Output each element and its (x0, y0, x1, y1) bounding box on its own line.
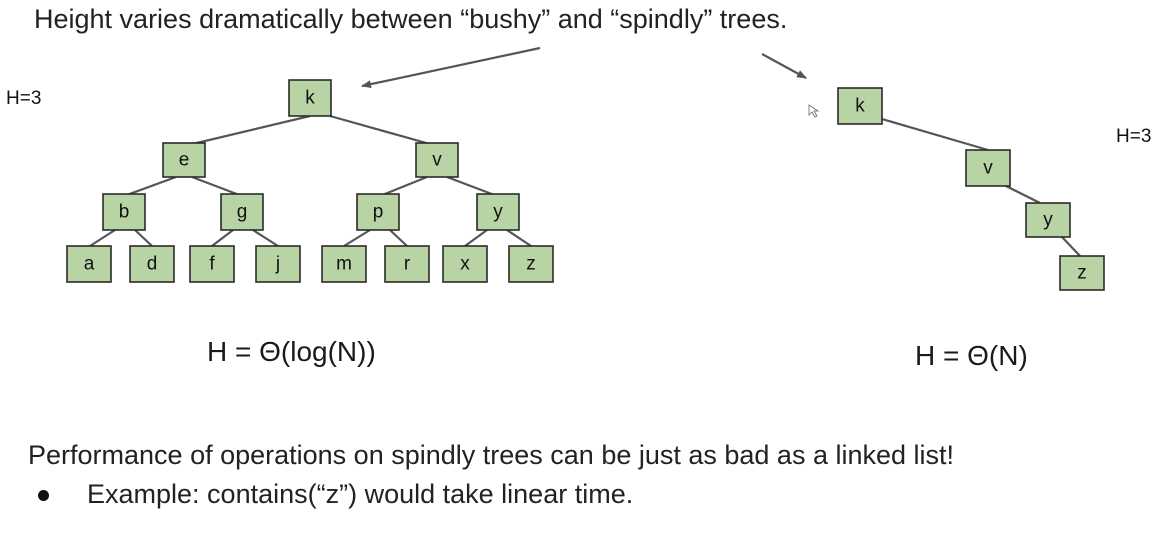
node-label: z (526, 254, 536, 275)
edge (446, 175, 498, 198)
node-label: b (119, 202, 130, 223)
tree-node-g: g (220, 193, 264, 231)
edge (252, 229, 279, 247)
node-label: y (493, 202, 503, 223)
bullet-dot-icon (38, 490, 49, 501)
bullet-text: Example: contains(“z”) would take linear… (87, 479, 634, 509)
node-label: r (404, 254, 411, 275)
edge (1005, 185, 1041, 204)
edge (881, 117, 989, 152)
slide-heading: Height varies dramatically between “bush… (34, 4, 788, 34)
edge (329, 114, 438, 148)
node-label: x (460, 254, 470, 275)
node-label: y (1043, 210, 1053, 231)
tree-node-f: f (189, 245, 235, 283)
spindly-node-y: y (1025, 202, 1071, 238)
tree-node-a: a (66, 245, 112, 283)
tree-node-p: p (356, 193, 400, 231)
edge (379, 175, 428, 198)
edge (464, 229, 488, 247)
mouse-cursor-icon (808, 104, 820, 118)
spindly-node-k: k (837, 87, 883, 125)
edge (89, 229, 116, 247)
tree-node-e: e (162, 142, 206, 178)
tree-node-m: m (321, 245, 367, 283)
node-label: m (336, 254, 352, 275)
edge (506, 229, 532, 247)
spindly-height-formula: H = Θ(N) (915, 340, 1028, 371)
node-label: k (305, 88, 315, 109)
bushy-height-formula: H = Θ(log(N)) (207, 336, 376, 367)
tree-node-y: y (476, 193, 520, 231)
node-label: f (209, 254, 215, 275)
tree-node-j: j (255, 245, 301, 283)
spindly-node-v: v (965, 149, 1011, 187)
tree-node-k: k (288, 79, 332, 117)
node-label: p (373, 202, 384, 223)
edge (134, 229, 153, 247)
node-label: k (855, 96, 865, 117)
arrow-to-bushy (361, 46, 541, 89)
tree-node-r: r (384, 245, 430, 283)
edge (389, 229, 408, 247)
performance-note: Performance of operations on spindly tre… (28, 440, 955, 470)
tree-node-b: b (102, 193, 146, 231)
edge (123, 175, 177, 198)
node-label: g (237, 202, 248, 223)
node-label: a (84, 254, 95, 275)
node-label: v (983, 158, 993, 179)
tree-node-z: z (508, 245, 554, 283)
tree-node-v: v (415, 142, 459, 178)
edge (183, 114, 311, 148)
spindly-height-label: H=3 (1116, 126, 1152, 147)
bushy-height-label: H=3 (6, 88, 42, 109)
edge (191, 175, 243, 198)
bullet-item: Example: contains(“z”) would take linear… (38, 479, 633, 510)
arrow-to-spindly (761, 53, 807, 79)
spindly-node-z: z (1059, 255, 1105, 291)
edge (211, 229, 234, 247)
node-label: d (147, 254, 158, 275)
edge (1061, 236, 1081, 257)
edge (343, 229, 371, 247)
tree-node-d: d (129, 245, 175, 283)
node-label: e (179, 150, 190, 171)
node-label: z (1077, 263, 1087, 284)
node-label: v (432, 150, 442, 171)
bushy-tree-edges (89, 114, 532, 247)
node-label: j (275, 254, 280, 275)
tree-node-x: x (442, 245, 488, 283)
spindly-tree-edges (881, 117, 1081, 257)
